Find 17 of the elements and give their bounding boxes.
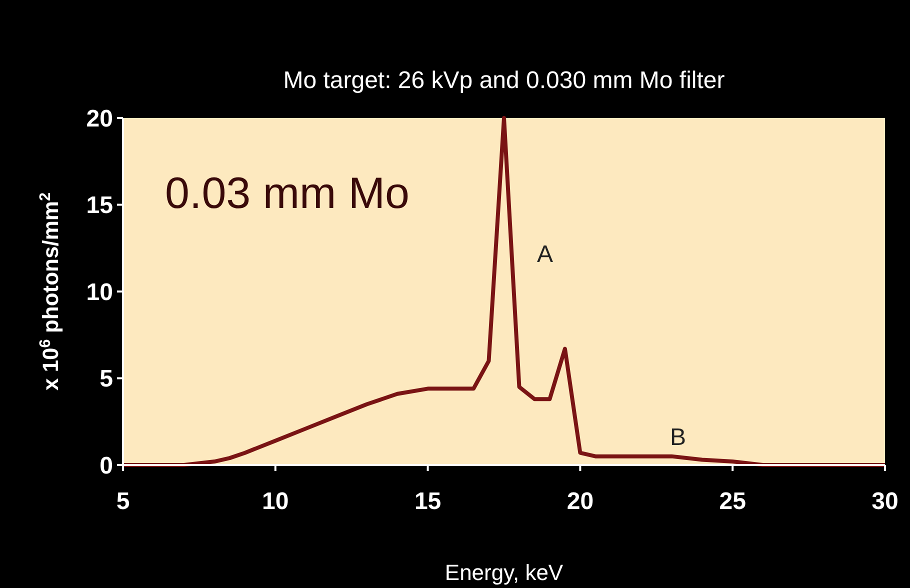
- x-tick-label: 30: [872, 488, 898, 515]
- x-axis-title: Energy, keV: [444, 560, 564, 585]
- chart-title: Mo target: 26 kVp and 0.030 mm Mo filter: [283, 67, 725, 94]
- line-series: [121, 116, 887, 467]
- x-tick-label: 25: [719, 488, 746, 515]
- y-tick-label: 20: [86, 105, 113, 132]
- y-tick-label: 10: [86, 278, 113, 306]
- annotation: B: [670, 424, 686, 451]
- annotation: 0.03 mm Mo: [165, 169, 410, 218]
- x-tick-label: 5: [116, 488, 130, 515]
- x-tick-label: 15: [414, 488, 442, 515]
- y-tick-label: 5: [100, 366, 113, 393]
- x-tick-label: 20: [566, 488, 594, 515]
- x-tick-label: 10: [262, 488, 289, 515]
- y-tick-label: 15: [86, 192, 113, 220]
- y-tick-label: 0: [100, 452, 113, 480]
- annotation: A: [536, 241, 554, 268]
